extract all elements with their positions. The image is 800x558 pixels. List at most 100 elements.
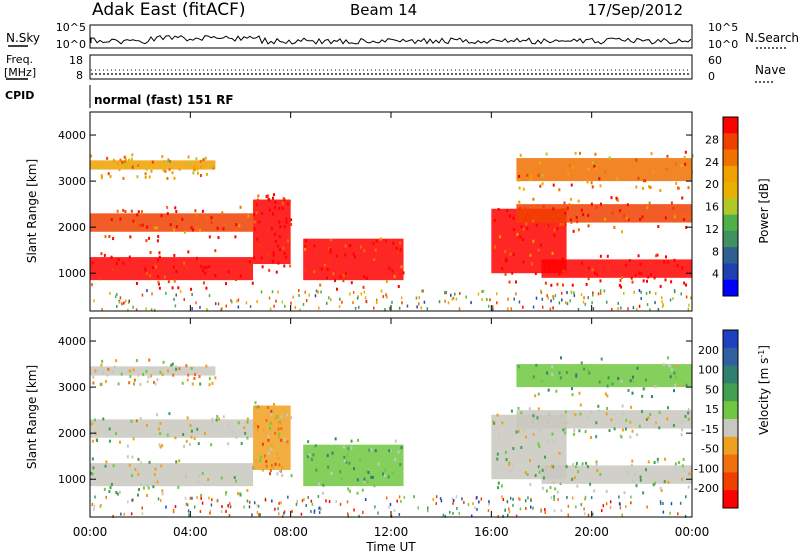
ground-scatter-speckle [364,498,367,502]
echo-speckle [520,411,523,415]
ground-scatter-speckle [688,303,690,307]
echo-speckle [110,255,113,259]
ground-scatter-speckle [174,304,177,308]
echo-speckle [634,273,637,277]
echo-speckle [187,155,190,159]
ground-scatter-speckle [127,500,129,504]
echo-speckle [195,214,198,218]
ground-scatter-speckle [684,514,687,518]
echo-speckle [270,412,273,416]
echo-speckle [690,263,693,267]
ground-scatter-speckle [488,502,490,506]
echo-speckle [235,435,238,439]
echo-speckle [185,266,188,270]
echo-speckle [565,465,568,469]
echo-speckle [582,213,585,217]
echo-speckle [639,475,642,479]
echo-speckle [505,458,508,462]
ground-scatter-speckle [584,302,587,306]
echo-speckle [635,484,638,488]
ground-scatter-speckle [508,510,511,514]
echo-speckle [96,438,99,442]
echo-speckle [509,252,512,256]
echo-speckle [152,485,155,489]
echo-speckle [144,267,147,271]
echo-speckle [92,375,95,379]
echo-speckle [256,237,259,241]
echo-speckle [370,448,373,452]
echo-speckle [595,462,598,466]
echo-speckle [534,394,537,398]
echo-speckle [563,223,566,227]
ground-scatter-speckle [325,301,328,305]
ground-scatter-speckle [130,512,133,516]
ground-scatter-speckle [295,502,298,506]
echo-speckle [283,225,286,229]
echo-speckle [663,480,666,484]
echo-speckle [154,467,157,471]
echo-speckle [182,433,185,437]
echo-speckle [198,228,201,232]
echo-speckle [273,466,276,470]
echo-speckle [561,257,564,261]
echo-speckle [145,271,148,275]
ground-scatter-speckle [299,308,301,312]
ground-scatter-speckle [230,298,232,302]
ground-scatter-speckle [609,505,612,509]
echo-speckle [157,280,160,284]
echo-speckle [112,464,115,468]
echo-speckle [639,217,642,221]
echo-speckle [158,255,161,259]
echo-speckle [539,243,542,247]
ground-scatter-speckle [673,289,676,293]
echo-speckle [314,444,317,448]
echo-speckle [160,464,163,468]
echo-speckle [687,485,690,489]
echo-speckle [130,157,133,161]
echo-speckle [552,207,555,211]
echo-speckle [129,374,132,378]
echo-speckle [525,222,528,226]
echo-speckle [515,280,518,284]
colorbar-swatch [723,401,738,420]
ground-scatter-speckle [243,505,245,509]
echo-speckle [648,185,651,189]
echo-speckle [636,433,639,437]
echo-speckle [392,241,395,245]
ground-scatter-speckle [553,509,556,513]
echo-speckle [277,427,280,431]
echo-speckle [665,167,668,171]
echo-speckle [150,374,153,378]
echo-speckle [493,421,496,425]
echo-speckle [565,371,568,375]
echo-speckle [105,460,108,464]
echo-speckle [210,216,213,220]
echo-speckle [310,457,313,461]
echo-speckle [269,468,272,472]
ground-scatter-speckle [567,513,570,517]
echo-speckle [283,251,286,255]
echo-speckle [122,208,125,212]
ground-scatter-speckle [363,290,366,294]
echo-speckle [167,280,170,284]
echo-speckle [569,197,572,201]
echo-speckle [161,492,164,496]
echo-band [303,238,404,281]
echo-speckle [616,177,619,181]
echo-speckle [399,241,402,245]
echo-speckle [304,269,307,273]
echo-speckle [681,477,684,481]
colorbar-frame [722,329,739,509]
ground-scatter-speckle [237,298,240,302]
echo-speckle [682,457,685,461]
echo-speckle [577,199,580,203]
echo-speckle [500,484,503,488]
colorbar-swatch [723,279,738,297]
ground-scatter-speckle [196,496,198,500]
echo-speckle [520,414,523,418]
ground-scatter-speckle [654,292,657,296]
echo-speckle [115,359,118,363]
echo-speckle [118,490,121,494]
echo-speckle [556,227,559,231]
